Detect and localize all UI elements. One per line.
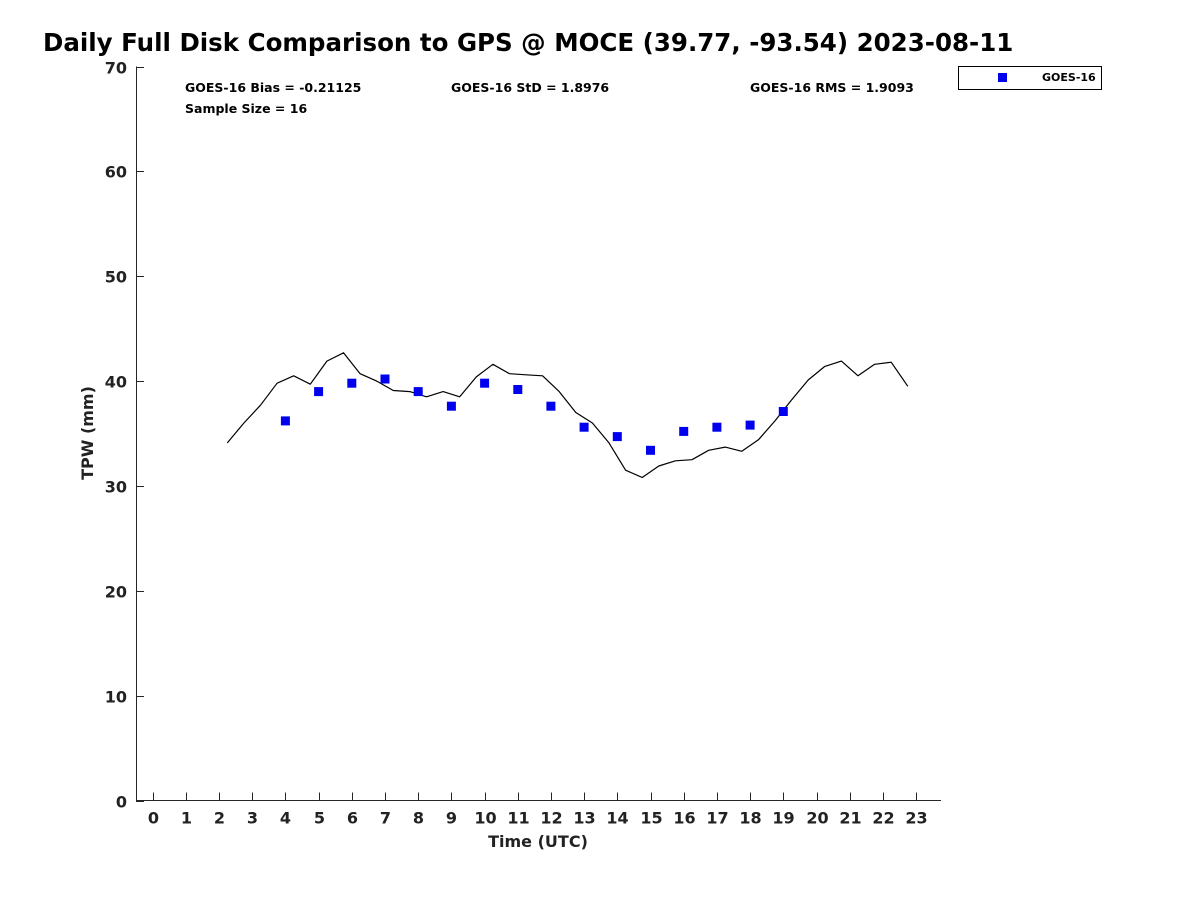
goes-16-point [546,401,556,411]
x-tick-label: 11 [507,809,529,828]
goes-16-point [446,401,456,411]
x-tick-label: 16 [673,809,695,828]
x-tick-label: 21 [839,809,861,828]
x-tick-label: 23 [905,809,927,828]
legend-label-goes-16: GOES-16 [1042,71,1096,84]
y-tick-label: 70 [105,59,127,78]
goes-16-point [480,378,490,388]
y-tick-label: 60 [105,163,127,182]
x-tick-label: 5 [314,809,325,828]
x-tick-label: 13 [573,809,595,828]
x-tick-label: 2 [214,809,225,828]
y-tick-label: 20 [105,583,127,602]
legend-marker-goes-16 [998,73,1007,82]
goes-16-point [579,422,589,432]
x-tick-label: 8 [413,809,424,828]
y-tick-label: 0 [116,793,127,812]
goes-16-point [712,422,722,432]
goes-16-point [646,445,655,455]
x-tick-label: 4 [280,809,291,828]
x-tick-label: 15 [640,809,662,828]
legend-box [958,66,1102,90]
y-tick-label: 30 [105,478,127,497]
goes-16-point [380,374,390,384]
gps-line [226,352,909,479]
bias-stat: GOES-16 Bias = -0.21125 [185,80,361,95]
goes-16-point [347,378,357,388]
x-tick-label: 18 [739,809,761,828]
x-tick-label: 0 [148,809,159,828]
x-tick-label: 17 [706,809,728,828]
x-tick-label: 12 [540,809,562,828]
y-tick-label: 10 [105,688,127,707]
x-tick-label: 7 [380,809,391,828]
x-axis-title: Time (UTC) [488,832,588,851]
goes-16-point [314,387,324,397]
goes-16-point [745,420,755,430]
std-stat: GOES-16 StD = 1.8976 [451,80,609,95]
goes-16-point [413,387,423,397]
x-tick-label: 10 [474,809,496,828]
goes-16-point [280,416,290,426]
sample-size-stat: Sample Size = 16 [185,101,307,116]
legend: GOES-16 [958,66,1102,90]
goes-16-point [679,426,689,436]
gps-series [226,352,909,479]
x-tick-label: 3 [247,809,258,828]
goes-16-point [612,432,622,442]
y-tick-label: 50 [105,268,127,287]
x-tick-label: 1 [181,809,192,828]
x-tick-label: 6 [347,809,358,828]
goes-16-point [513,385,523,394]
y-tick-label: 40 [105,373,127,392]
x-tick-label: 22 [872,809,894,828]
x-tick-label: 14 [606,809,628,828]
goes-16-series [280,374,788,455]
chart-title: Daily Full Disk Comparison to GPS @ MOCE… [43,28,1014,57]
x-tick-label: 19 [772,809,794,828]
rms-stat: GOES-16 RMS = 1.9093 [750,80,914,95]
goes-16-point [778,407,788,416]
x-tick-label: 20 [806,809,828,828]
y-axis-title: TPW (mm) [78,386,97,480]
x-tick-label: 9 [446,809,457,828]
